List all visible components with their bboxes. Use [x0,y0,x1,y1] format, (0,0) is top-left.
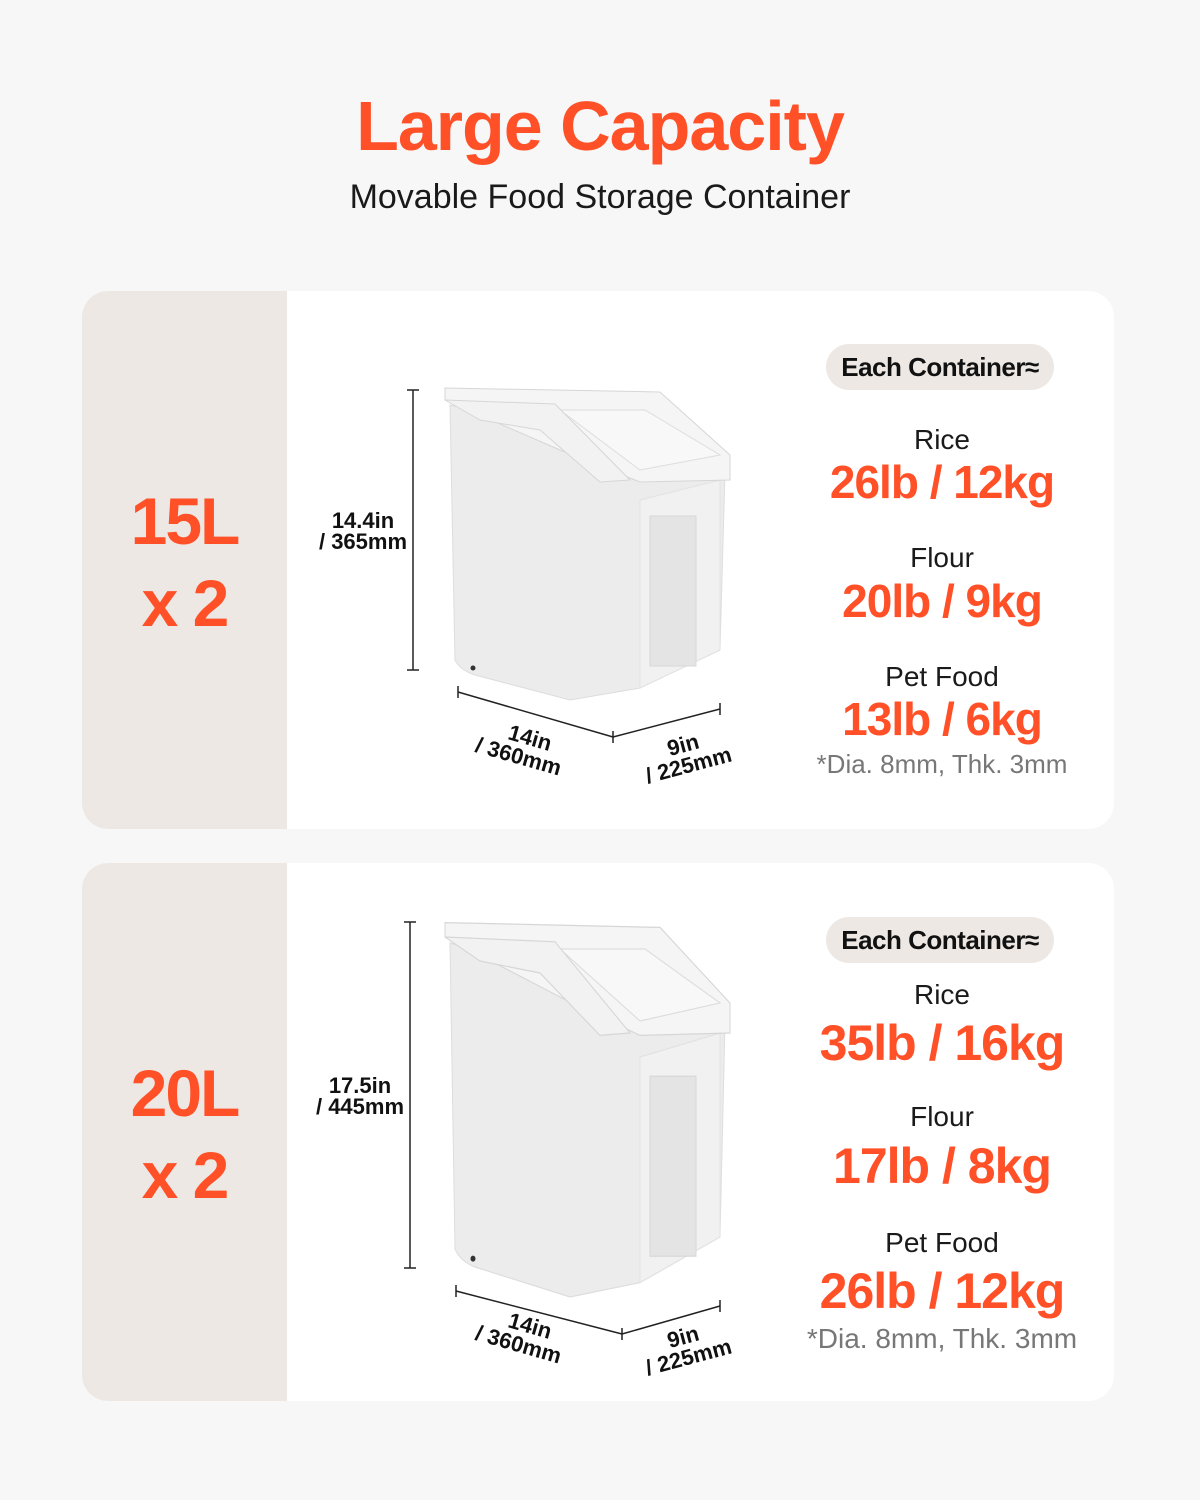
flour-value: 17lb / 8kg [833,1138,1052,1194]
container-illustration [444,921,731,1298]
capacity-card-15l: 15L x 2 14.4in / 365mm 14in / 360mm 9in … [82,291,1114,829]
pet-food-value: 26lb / 12kg [819,1263,1066,1319]
height-in-label: 17.5in [329,1073,391,1098]
container-product-image: 17.5in / 445mm 14in / 360mm 9in / 225mm [316,921,734,1381]
capacity-label: 20L [130,1056,241,1130]
spec-note: *Dia. 8mm, Thk. 3mm [806,1323,1078,1354]
height-mm-label: / 445mm [316,1094,404,1119]
container-illustration [444,387,731,701]
page-title: Large Capacity [356,87,845,165]
flour-label: Flour [910,1101,974,1132]
rice-value: 35lb / 16kg [819,1015,1066,1071]
dimension-lines [404,921,721,1340]
page-subtitle: Movable Food Storage Container [349,178,851,216]
quantity-label: x 2 [141,1138,230,1212]
pet-food-value: 13lb / 6kg [842,693,1043,745]
flour-label: Flour [910,542,974,573]
flour-value: 20lb / 9kg [842,575,1043,627]
rice-label: Rice [913,979,970,1010]
capacity-panel: 15L x 2 [82,291,287,829]
height-in-label: 14.4in [332,508,394,533]
pet-food-label: Pet Food [885,661,999,692]
quantity-label: x 2 [141,566,230,640]
spec-note: *Dia. 8mm, Thk. 3mm [816,749,1068,779]
rice-value: 26lb / 12kg [829,456,1055,508]
dimension-lines [407,389,721,743]
height-mm-label: / 365mm [319,529,407,554]
rice-label: Rice [913,424,970,455]
each-container-badge: Each Container≈ [826,344,1054,390]
pet-food-label: Pet Food [885,1227,999,1258]
container-product-image: 14.4in / 365mm 14in / 360mm 9in / 225mm [319,387,734,789]
capacity-card-20l: 20L x 2 17.5in / 445mm 14in / 360mm 9in … [82,863,1114,1401]
capacity-label: 15L [130,484,241,558]
each-container-badge: Each Container≈ [826,917,1054,963]
capacity-panel: 20L x 2 [82,863,287,1401]
